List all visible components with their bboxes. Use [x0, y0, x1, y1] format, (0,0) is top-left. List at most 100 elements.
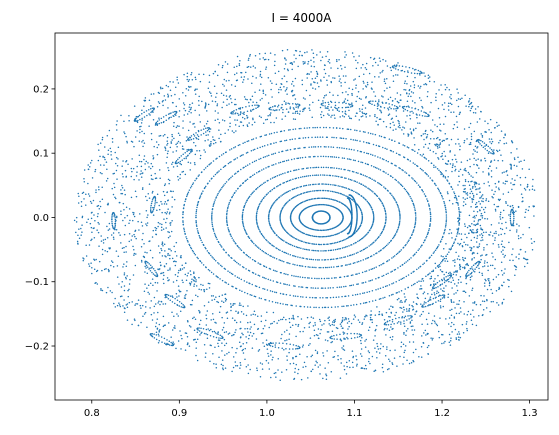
scatter-point [322, 203, 325, 206]
scatter-point [275, 141, 277, 144]
scatter-point [284, 172, 286, 174]
scatter-point [327, 235, 329, 238]
scatter-point [422, 280, 425, 282]
scatter-point [262, 156, 265, 159]
scatter-point [345, 187, 348, 189]
scatter-point [271, 188, 274, 191]
scatter-point [498, 188, 500, 191]
scatter-point [139, 125, 141, 128]
scatter-point [343, 319, 346, 321]
scatter-point [505, 221, 507, 224]
scatter-point [507, 191, 510, 193]
scatter-point [483, 285, 486, 287]
scatter-point [334, 318, 337, 321]
scatter-point [322, 355, 325, 357]
scatter-point [420, 345, 423, 348]
scatter-point [159, 177, 161, 180]
scatter-point [201, 100, 203, 103]
scatter-point [245, 314, 248, 317]
scatter-point [384, 323, 386, 326]
scatter-point [228, 79, 230, 82]
scatter-point [146, 114, 148, 117]
scatter-point [448, 280, 450, 283]
scatter-point [327, 204, 330, 207]
scatter-point [378, 352, 381, 354]
scatter-point [345, 361, 348, 364]
scatter-point [285, 252, 288, 255]
scatter-point [276, 175, 279, 177]
scatter-point [383, 329, 385, 331]
scatter-point [454, 143, 457, 145]
scatter-point [523, 187, 526, 190]
scatter-point [306, 191, 309, 193]
scatter-point [155, 338, 158, 341]
scatter-point [483, 211, 486, 214]
scatter-point [391, 335, 394, 338]
scatter-point [401, 169, 403, 171]
scatter-point [159, 303, 161, 306]
scatter-point [333, 356, 336, 358]
scatter-point [242, 224, 245, 226]
scatter-point [377, 181, 379, 184]
scatter-point [289, 343, 291, 345]
scatter-point [228, 103, 230, 105]
scatter-point [311, 136, 313, 139]
scatter-point [138, 154, 141, 156]
scatter-point [195, 210, 198, 213]
scatter-point [238, 246, 240, 249]
scatter-point [487, 200, 490, 202]
scatter-point [309, 242, 311, 245]
scatter-point [388, 259, 391, 261]
scatter-point [228, 202, 231, 204]
scatter-point [320, 328, 322, 331]
scatter-point [111, 220, 113, 223]
scatter-point [215, 363, 217, 365]
scatter-point [158, 117, 160, 119]
scatter-point [445, 208, 447, 211]
scatter-point [303, 361, 306, 364]
scatter-point [398, 220, 401, 223]
scatter-point [182, 221, 184, 223]
scatter-point [332, 258, 335, 260]
scatter-point [439, 317, 441, 319]
scatter-point [437, 274, 439, 277]
scatter-point [336, 338, 338, 340]
scatter-point [500, 233, 502, 236]
scatter-point [391, 194, 393, 197]
scatter-point [427, 344, 430, 347]
scatter-point [458, 312, 460, 315]
scatter-point [447, 296, 449, 298]
scatter-point [349, 263, 352, 265]
scatter-point [428, 312, 430, 315]
scatter-point [466, 236, 468, 239]
scatter-point [218, 356, 220, 359]
scatter-point [489, 147, 491, 149]
scatter-point [483, 249, 485, 251]
scatter-point [230, 148, 233, 150]
scatter-point [472, 309, 474, 311]
scatter-point [177, 285, 180, 287]
scatter-point [322, 183, 324, 185]
scatter-point [243, 227, 245, 229]
scatter-point [211, 220, 213, 222]
scatter-point [419, 70, 421, 73]
scatter-point [292, 295, 295, 297]
scatter-point [463, 141, 465, 144]
scatter-point [285, 347, 287, 350]
scatter-point [439, 300, 442, 302]
scatter-point [221, 279, 224, 282]
scatter-point [169, 295, 172, 297]
scatter-point [476, 121, 479, 123]
scatter-point [350, 158, 352, 161]
scatter-point [325, 374, 328, 377]
scatter-point [297, 256, 299, 258]
scatter-point [273, 257, 276, 259]
scatter-point [310, 83, 312, 85]
scatter-point [273, 105, 276, 107]
scatter-point [463, 267, 466, 270]
scatter-point [228, 255, 231, 257]
scatter-point [150, 174, 153, 177]
scatter-point [303, 232, 306, 235]
scatter-point [352, 304, 355, 306]
scatter-point [411, 200, 414, 203]
